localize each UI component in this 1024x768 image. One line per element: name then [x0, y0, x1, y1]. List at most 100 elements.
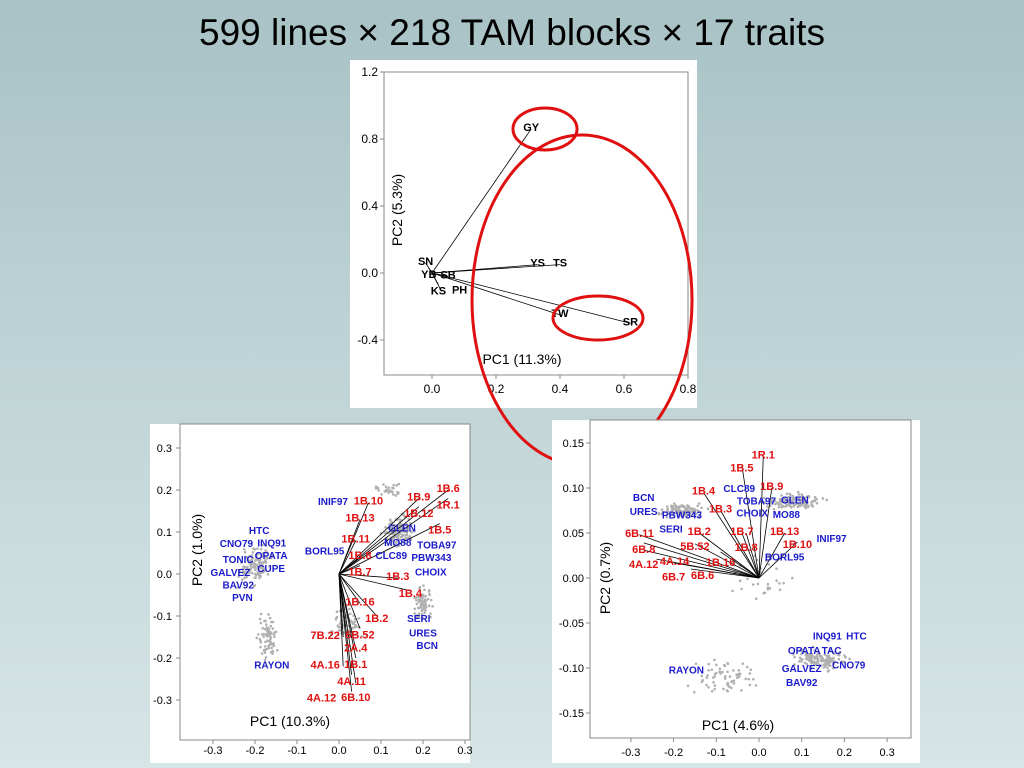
cultivar-label: MO88 — [384, 538, 412, 549]
y-tick-label: 1.2 — [361, 65, 378, 79]
genotype-point — [732, 669, 735, 672]
genotype-point — [263, 651, 267, 654]
genotype-point — [413, 529, 416, 533]
trait-label: 1B.6 — [437, 483, 460, 495]
genotype-point — [814, 498, 817, 502]
trait-label: 1B.2 — [365, 613, 388, 625]
genotype-point — [261, 561, 264, 565]
genotype-point — [410, 530, 414, 534]
x-tick-label: 0.8 — [680, 382, 697, 396]
genotype-point — [707, 662, 710, 666]
trait-label: 1B.7 — [730, 526, 753, 538]
genotype-point — [338, 622, 342, 625]
genotype-point — [252, 561, 255, 565]
genotype-point — [791, 495, 795, 498]
trait-vector — [338, 573, 357, 659]
genotype-point — [250, 554, 254, 557]
x-tick-label: 0.4 — [552, 382, 569, 396]
genotype-point — [415, 598, 418, 602]
genotype-point — [431, 605, 435, 608]
genotype-point — [719, 672, 722, 675]
genotype-point — [348, 612, 352, 616]
genotype-point — [395, 484, 398, 487]
x-axis-title: PC1 (11.3%) — [482, 351, 561, 367]
cultivar-label: BORL95 — [765, 553, 805, 564]
genotype-point — [250, 571, 254, 575]
trait-label: PH — [452, 284, 467, 296]
genotype-point — [247, 559, 250, 562]
trait-vector — [639, 534, 760, 579]
genotype-point — [783, 498, 786, 501]
x-tick-label: 0.2 — [415, 745, 430, 757]
genotype-point — [764, 559, 768, 563]
genotype-point — [423, 611, 427, 614]
genotype-point — [335, 615, 339, 619]
genotype-point — [397, 482, 401, 486]
genotype-point — [780, 505, 783, 509]
genotype-point — [833, 652, 836, 656]
genotype-point — [409, 538, 413, 542]
genotype-point — [767, 554, 770, 557]
genotype-point — [429, 598, 433, 602]
genotype-point — [258, 617, 262, 621]
genotype-point — [404, 534, 407, 537]
trait-vector — [338, 573, 411, 592]
genotype-point — [273, 635, 276, 639]
genotype-point — [786, 500, 789, 503]
cultivar-label: TONIC — [223, 555, 254, 566]
cultivar-label: BAV92 — [786, 678, 818, 689]
genotype-point — [813, 649, 816, 652]
genotype-point — [254, 556, 258, 559]
genotype-point — [748, 672, 752, 675]
highlight-ellipse-gy — [511, 106, 579, 152]
genotype-point — [723, 675, 727, 678]
genotype-point — [798, 649, 802, 652]
trait-label: SN — [418, 256, 433, 268]
trait-vector — [338, 573, 357, 684]
genotype-point — [796, 505, 800, 509]
genotype-point — [827, 654, 831, 657]
genotype-point — [797, 660, 801, 663]
genotype-point — [806, 655, 809, 658]
genotype-point — [816, 657, 819, 661]
genotype-point — [393, 527, 397, 531]
y-tick-label: -0.2 — [153, 653, 172, 665]
genotype-point — [402, 513, 405, 517]
trait-vector — [338, 573, 361, 629]
genotype-point — [736, 673, 740, 676]
genotype-point — [777, 505, 781, 509]
genotype-point — [272, 633, 276, 636]
genotype-point — [239, 561, 243, 564]
trait-vector — [741, 532, 760, 579]
cultivar-label: INQ91 — [257, 538, 286, 549]
genotype-point — [374, 485, 378, 488]
genotype-point — [738, 675, 741, 678]
genotype-point — [421, 616, 424, 620]
genotype-point — [825, 498, 829, 502]
genotype-point — [752, 677, 755, 681]
genotype-point — [252, 585, 256, 588]
x-tick-label: 0.6 — [616, 382, 633, 396]
genotype-point — [754, 597, 758, 601]
genotype-point — [809, 667, 813, 671]
genotype-point — [745, 665, 749, 669]
genotype-point — [268, 616, 272, 620]
genotype-point — [785, 492, 789, 496]
genotype-point — [267, 644, 270, 648]
genotype-point — [723, 677, 727, 680]
x-tick-label: -0.1 — [707, 747, 726, 759]
genotype-point — [413, 612, 417, 615]
trait-vector — [431, 272, 561, 316]
genotype-point — [264, 656, 268, 659]
genotype-point — [270, 646, 273, 650]
genotype-point — [816, 653, 819, 656]
genotype-point — [713, 684, 717, 687]
genotype-point — [822, 663, 826, 667]
genotype-point — [415, 616, 418, 620]
genotype-point — [263, 627, 267, 631]
genotype-point — [256, 633, 260, 636]
cultivar-label: URES — [630, 507, 658, 518]
genotype-point — [265, 634, 269, 638]
genotype-point — [747, 677, 751, 681]
genotype-point — [782, 581, 785, 585]
